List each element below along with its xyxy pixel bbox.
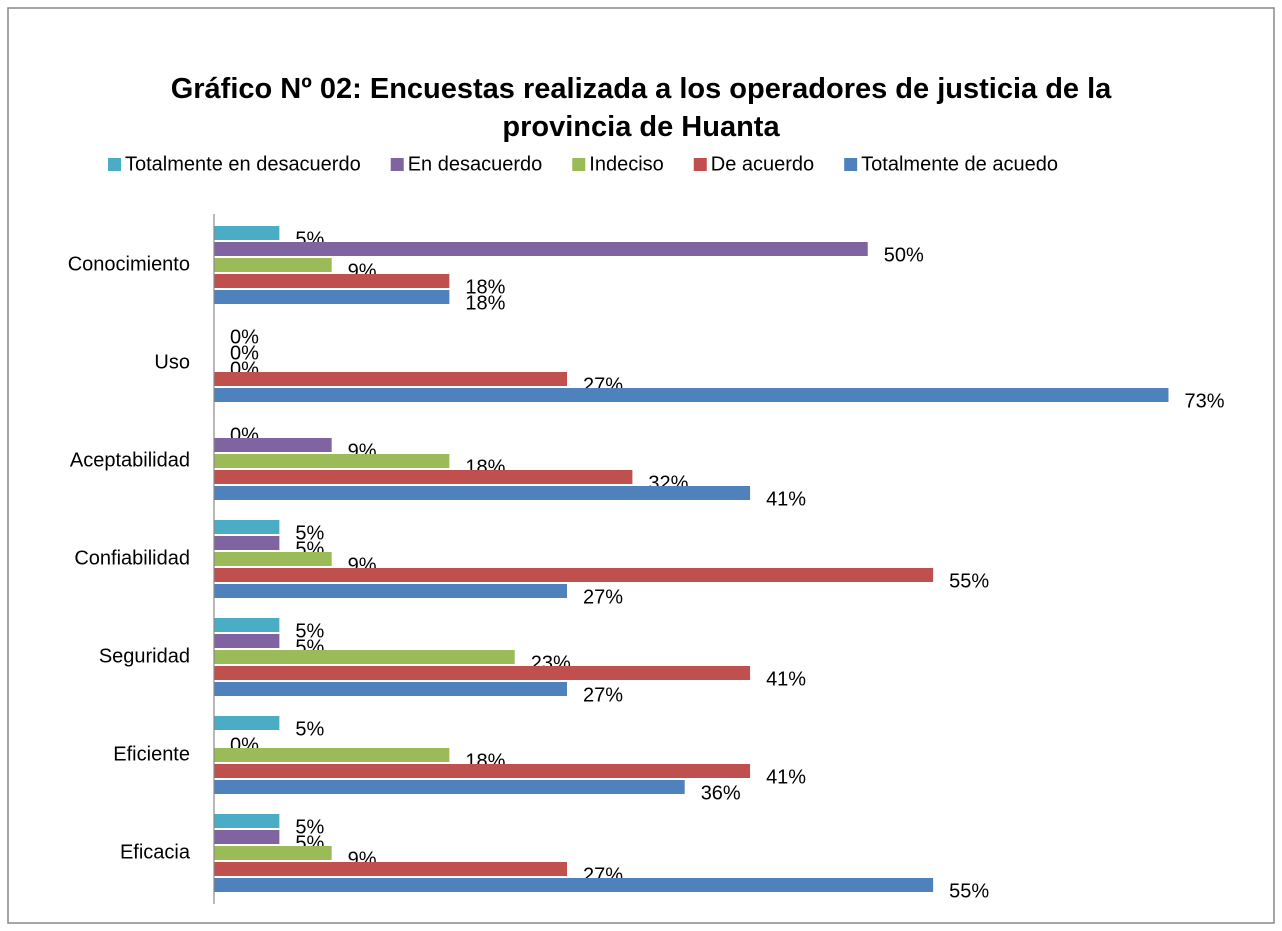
legend-label: Totalmente en desacuerdo [125, 153, 361, 175]
y-tick-label: Uso [154, 351, 190, 373]
data-label: 41% [766, 766, 806, 788]
y-tick-label: Eficacia [120, 841, 191, 863]
legend-swatch [390, 158, 404, 171]
legend-swatch [572, 158, 586, 171]
y-tick-label: Seguridad [99, 645, 190, 667]
bar [214, 258, 332, 272]
bar [214, 568, 934, 582]
data-label: 18% [465, 292, 505, 314]
data-label: 73% [1184, 390, 1224, 412]
bar [214, 274, 450, 288]
chart-title: Gráfico Nº 02: Encuestas realizada a los… [171, 73, 1112, 143]
bar [214, 242, 868, 256]
data-label: 41% [766, 488, 806, 510]
legend-swatch [108, 158, 121, 171]
legend-swatch [693, 158, 707, 171]
bar [214, 780, 685, 794]
bar [214, 226, 280, 240]
bar [214, 618, 280, 632]
bar [214, 520, 280, 534]
bar [214, 634, 280, 648]
data-label: 55% [949, 880, 989, 902]
data-label: 5% [295, 718, 324, 740]
legend-label: Indeciso [589, 153, 664, 175]
bar [214, 584, 568, 598]
data-label: 41% [766, 668, 806, 690]
bar [214, 878, 934, 892]
bar [214, 438, 332, 452]
bar [214, 388, 1169, 402]
bar [214, 814, 280, 828]
bar [214, 666, 751, 680]
legend-swatch [844, 158, 858, 171]
bar [214, 682, 568, 696]
bar [214, 748, 450, 762]
data-label: 5% [295, 816, 324, 838]
data-label: 27% [583, 684, 623, 706]
data-label: 18% [465, 276, 505, 298]
data-label: 5% [295, 522, 324, 544]
bar [214, 846, 332, 860]
y-tick-label: Eficiente [113, 743, 190, 765]
bar [214, 716, 280, 730]
data-label: 50% [884, 244, 924, 266]
bar [214, 454, 450, 468]
data-label: 55% [949, 570, 989, 592]
bar [214, 470, 633, 484]
bar [214, 764, 751, 778]
legend-label: En desacuerdo [408, 153, 543, 175]
data-label: 27% [583, 586, 623, 608]
data-label: 0% [230, 326, 259, 348]
data-label: 5% [295, 620, 324, 642]
bar [214, 862, 568, 876]
bar [214, 486, 751, 500]
data-label: 36% [701, 782, 741, 804]
bar [214, 552, 332, 566]
y-tick-label: Confiabilidad [74, 547, 190, 569]
data-label: 0% [230, 342, 259, 364]
bar [214, 372, 568, 386]
bar [214, 536, 280, 550]
legend-label: De acuerdo [711, 153, 814, 175]
y-tick-label: Aceptabilidad [70, 449, 190, 471]
legend-label: Totalmente de acuedo [861, 153, 1058, 175]
y-tick-label: Conocimiento [68, 253, 190, 275]
bar [214, 650, 515, 664]
bar [214, 290, 450, 304]
bar [214, 830, 280, 844]
